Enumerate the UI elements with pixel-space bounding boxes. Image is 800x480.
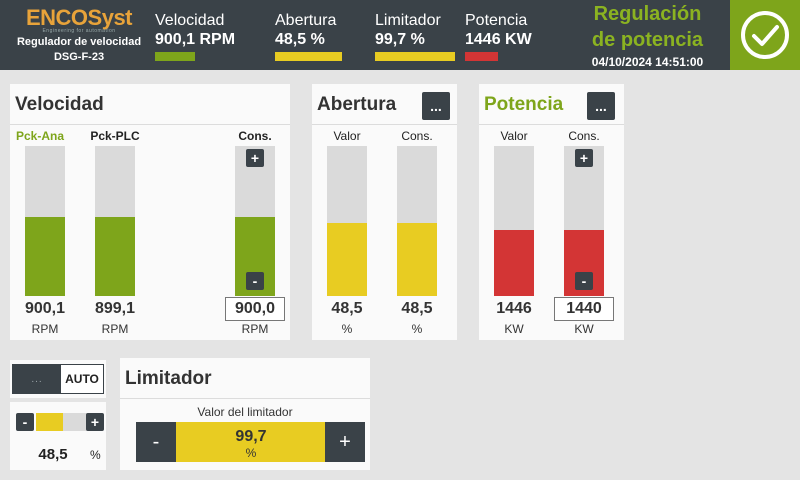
- bar-valor: [327, 146, 367, 296]
- panel-title: Abertura: [317, 94, 397, 115]
- unit: KW: [504, 322, 524, 336]
- col-head-pck-ana: Pck-Ana: [15, 129, 65, 143]
- velocidad-cons-input[interactable]: 900,0: [225, 297, 285, 321]
- limiter-plus-button[interactable]: +: [325, 422, 365, 462]
- mode-off-segment[interactable]: ...: [13, 365, 61, 393]
- stat-bar: [375, 52, 455, 61]
- panel-title: Velocidad: [15, 94, 104, 115]
- col-head-valor: Valor: [333, 129, 361, 143]
- potencia-cons-minus-button[interactable]: -: [575, 272, 593, 290]
- value-cons: 48,5: [401, 300, 433, 317]
- divider: [120, 398, 370, 399]
- potencia-cons-plus-button[interactable]: +: [575, 149, 593, 167]
- brand-tagline: Engineering for automation: [42, 28, 116, 34]
- stat-label: Potencia: [465, 12, 528, 29]
- stat-bar: [275, 52, 342, 61]
- bar-fill: [25, 216, 65, 296]
- mini-limiter-unit: %: [90, 448, 101, 462]
- brand-part2: Syst: [87, 5, 133, 30]
- divider: [479, 124, 624, 125]
- col-head-valor: Valor: [500, 129, 528, 143]
- value-valor: 48,5: [331, 300, 363, 317]
- mini-limiter-track: [36, 413, 92, 431]
- bar-valor: [494, 146, 534, 296]
- unit: RPM: [241, 322, 269, 336]
- mini-limiter-minus-button[interactable]: -: [16, 413, 34, 431]
- mode-auto-segment[interactable]: AUTO: [61, 365, 103, 393]
- stat-value: 900,1 RPM: [155, 31, 236, 48]
- panel-title: Limitador: [125, 368, 212, 389]
- mode-toggle[interactable]: ... AUTO: [12, 364, 104, 394]
- col-head-cons: Cons.: [238, 129, 272, 143]
- bar-cons: [397, 146, 437, 296]
- mini-limiter-plus-button[interactable]: +: [86, 413, 104, 431]
- mini-limiter-fill: [36, 413, 64, 431]
- header: ENCOSyst Engineering for automation Regu…: [0, 0, 800, 70]
- check-circle-icon: [741, 11, 789, 59]
- header-stat-potencia: Potencia 1446 KW: [465, 12, 555, 61]
- limiter-value-field[interactable]: 99,7 %: [176, 422, 326, 462]
- stat-bar: [155, 52, 195, 61]
- col-head-cons: Cons.: [568, 129, 600, 143]
- limiter-value: 99,7: [235, 428, 267, 445]
- mini-limiter-panel: - + 48,5 %: [10, 402, 106, 470]
- unit: %: [341, 322, 353, 336]
- logo: ENCOSyst Engineering for automation Regu…: [6, 6, 152, 64]
- divider: [312, 124, 457, 125]
- status-ok-button[interactable]: [730, 0, 800, 70]
- device-name: Regulador de velocidad: [16, 36, 142, 48]
- velocidad-panel: Velocidad Pck-Ana Pck-PLC Cons. + - 900,…: [10, 84, 290, 340]
- bar-pck-ana: [25, 146, 65, 296]
- stat-bar: [465, 52, 498, 61]
- unit: KW: [574, 322, 594, 336]
- mini-limiter-value: 48,5: [38, 446, 68, 463]
- unit: RPM: [31, 322, 59, 336]
- stat-value: 1446 KW: [465, 31, 532, 48]
- bar-fill: [494, 230, 534, 296]
- stat-label: Velocidad: [155, 12, 225, 29]
- stat-label: Limitador: [375, 12, 441, 29]
- velocidad-cons-plus-button[interactable]: +: [246, 149, 264, 167]
- device-code: DSG-F-23: [53, 51, 105, 63]
- potencia-panel: Potencia ... Valor Cons. + - 1446 1440 K…: [479, 84, 624, 340]
- value-valor: 1446: [496, 300, 532, 317]
- abertura-panel: Abertura ... Valor Cons. 48,5 48,5 % %: [312, 84, 457, 340]
- value-pck-ana: 900,1: [24, 300, 66, 317]
- bar-pck-plc: [95, 146, 135, 296]
- bar-fill: [397, 223, 437, 296]
- header-stat-limitador: Limitador 99,7 %: [375, 12, 460, 61]
- value-pck-plc: 899,1: [94, 300, 136, 317]
- datetime: 04/10/2024 14:51:00: [591, 55, 704, 69]
- header-stat-velocidad: Velocidad 900,1 RPM: [155, 12, 265, 61]
- mode-title-line1: Regulación: [593, 3, 702, 25]
- potencia-menu-button[interactable]: ...: [587, 92, 615, 120]
- mode-title-line2: de potencia: [591, 29, 704, 51]
- mode-panel: ... AUTO: [10, 360, 106, 398]
- header-stat-abertura: Abertura 48,5 %: [275, 12, 355, 61]
- panel-title: Potencia: [484, 94, 564, 115]
- unit: %: [411, 322, 423, 336]
- stat-value: 99,7 %: [375, 31, 425, 48]
- limiter-unit: %: [245, 446, 257, 460]
- limiter-field-label: Valor del limitador: [197, 405, 293, 419]
- abertura-menu-button[interactable]: ...: [422, 92, 450, 120]
- bar-fill: [95, 216, 135, 296]
- limiter-minus-button[interactable]: -: [136, 422, 176, 462]
- brand-name: ENCOSyst: [6, 6, 152, 30]
- velocidad-cons-minus-button[interactable]: -: [246, 272, 264, 290]
- stat-label: Abertura: [275, 12, 337, 29]
- mode-title: Regulación de potencia 04/10/2024 14:51:…: [565, 0, 730, 70]
- unit: RPM: [101, 322, 129, 336]
- col-head-cons: Cons.: [401, 129, 433, 143]
- divider: [10, 124, 290, 125]
- potencia-cons-input[interactable]: 1440: [554, 297, 614, 321]
- bar-fill: [327, 223, 367, 296]
- col-head-pck-plc: Pck-PLC: [90, 129, 140, 143]
- brand-part1: ENCO: [25, 5, 88, 30]
- stat-value: 48,5 %: [275, 31, 325, 48]
